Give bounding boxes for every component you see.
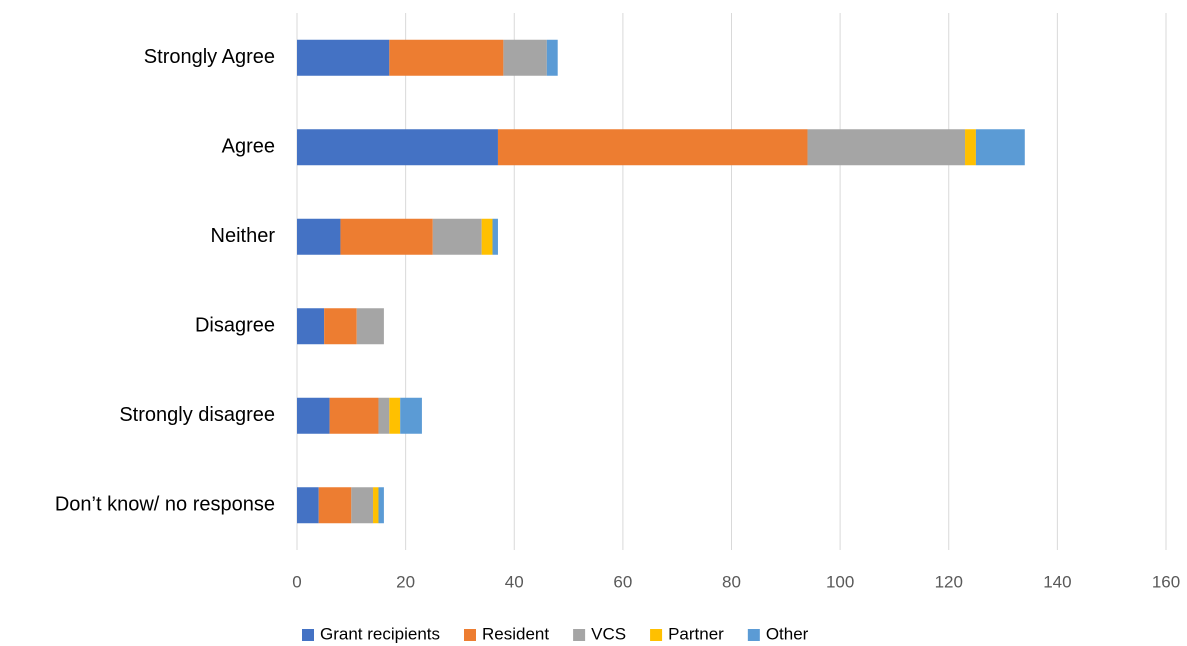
x-tick-label: 0 — [292, 572, 301, 591]
y-tick-label: Don’t know/ no response — [55, 494, 275, 516]
y-tick-label: Strongly disagree — [119, 404, 275, 426]
bar-segment — [497, 129, 808, 166]
legend-swatch — [747, 629, 760, 641]
x-tick-label: 60 — [613, 572, 632, 591]
bar-segment — [351, 487, 374, 524]
bar-segment — [378, 397, 390, 434]
x-tick-label: 160 — [1152, 572, 1180, 591]
legend-label: Grant recipients — [320, 624, 440, 643]
y-tick-label: Strongly Agree — [144, 46, 275, 68]
bar-segment — [297, 218, 341, 255]
bar-segment — [481, 218, 493, 255]
bar-segment — [297, 39, 390, 76]
x-tick-label: 80 — [722, 572, 741, 591]
bar-segment — [975, 129, 1025, 166]
x-tick-label: 20 — [396, 572, 415, 591]
y-tick-label: Agree — [222, 136, 275, 158]
legend-label: Resident — [482, 624, 549, 643]
bar-segment — [297, 487, 319, 524]
x-tick-label: 140 — [1043, 572, 1071, 591]
legend-swatch — [573, 629, 586, 641]
bar-segment — [546, 39, 558, 76]
bar-segment — [807, 129, 966, 166]
legend-swatch — [464, 629, 476, 641]
bar-segment — [373, 487, 379, 524]
bar-segment — [297, 129, 498, 166]
bar-segment — [324, 308, 357, 345]
bar-segment — [400, 397, 422, 434]
legend-label: Partner — [668, 624, 724, 643]
bar-segment — [389, 397, 401, 434]
legend-label: Other — [766, 624, 809, 643]
bar-segment — [329, 397, 379, 434]
x-tick-label: 100 — [826, 572, 854, 591]
x-tick-label: 40 — [505, 572, 524, 591]
bar-segment — [389, 39, 504, 76]
legend-label: VCS — [591, 624, 626, 643]
legend-swatch — [302, 629, 314, 641]
y-tick-label: Disagree — [195, 315, 275, 337]
y-tick-label: Neither — [211, 225, 276, 247]
bar-segment — [965, 129, 976, 166]
bar-segment — [503, 39, 547, 76]
bar-segment — [340, 218, 433, 255]
bar-segment — [492, 218, 498, 255]
legend-swatch — [650, 629, 663, 641]
bar-segment — [378, 487, 384, 524]
x-tick-label: 120 — [935, 572, 963, 591]
bar-segment — [432, 218, 482, 255]
bar-segment — [297, 397, 330, 434]
bar-segment — [318, 487, 352, 524]
bar-segment — [297, 308, 325, 345]
bar-segment — [356, 308, 384, 345]
